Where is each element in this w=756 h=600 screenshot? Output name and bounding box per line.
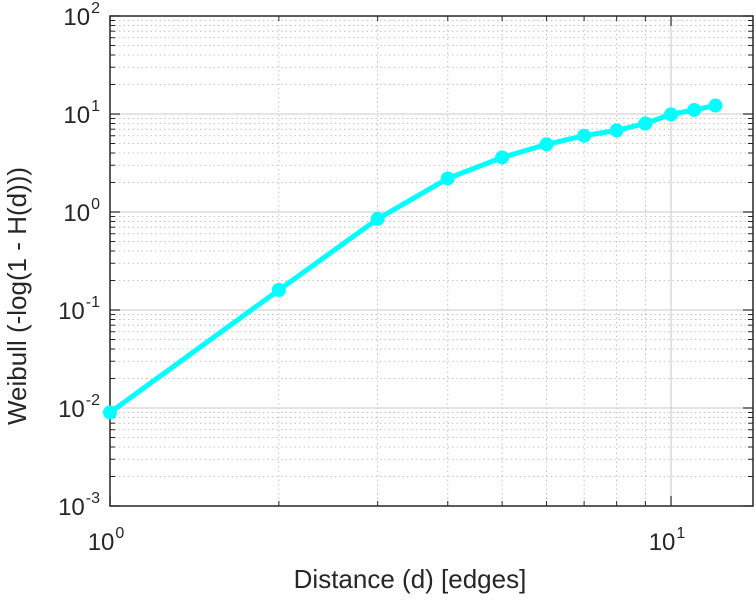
data-point [495,150,510,165]
grid-minor [110,16,753,506]
y-axis-label: Weibull (-log(1 - H(d))) [2,167,32,425]
data-point [440,171,455,186]
y-tick-label: 100 [63,196,100,227]
x-tick-label: 101 [649,525,686,556]
x-tick-label: 100 [88,525,125,556]
grid-major [109,15,753,507]
data-point [687,102,702,117]
data-point [539,137,554,152]
axis-ticks [109,15,753,507]
series-layer [103,98,723,420]
data-point [370,211,385,226]
y-tick-label: 10-3 [58,490,100,521]
data-point [577,128,592,143]
plot-area-frame [109,15,754,507]
y-tick-label: 101 [63,98,100,129]
series-line [107,103,718,415]
y-tick-labels: 10-3 10-2 10-1 100 101 102 [58,0,100,521]
y-tick-label: 10-2 [58,392,100,423]
data-point [664,107,679,122]
y-tick-label: 102 [63,0,100,31]
data-point [609,123,624,138]
y-tick-label: 10-1 [58,294,100,325]
x-axis-label: Distance (d) [edges] [294,564,527,594]
data-point [638,116,653,131]
x-tick-labels: 100 101 [88,525,686,556]
data-point [103,405,117,420]
data-point [708,98,723,113]
data-point [271,282,286,297]
